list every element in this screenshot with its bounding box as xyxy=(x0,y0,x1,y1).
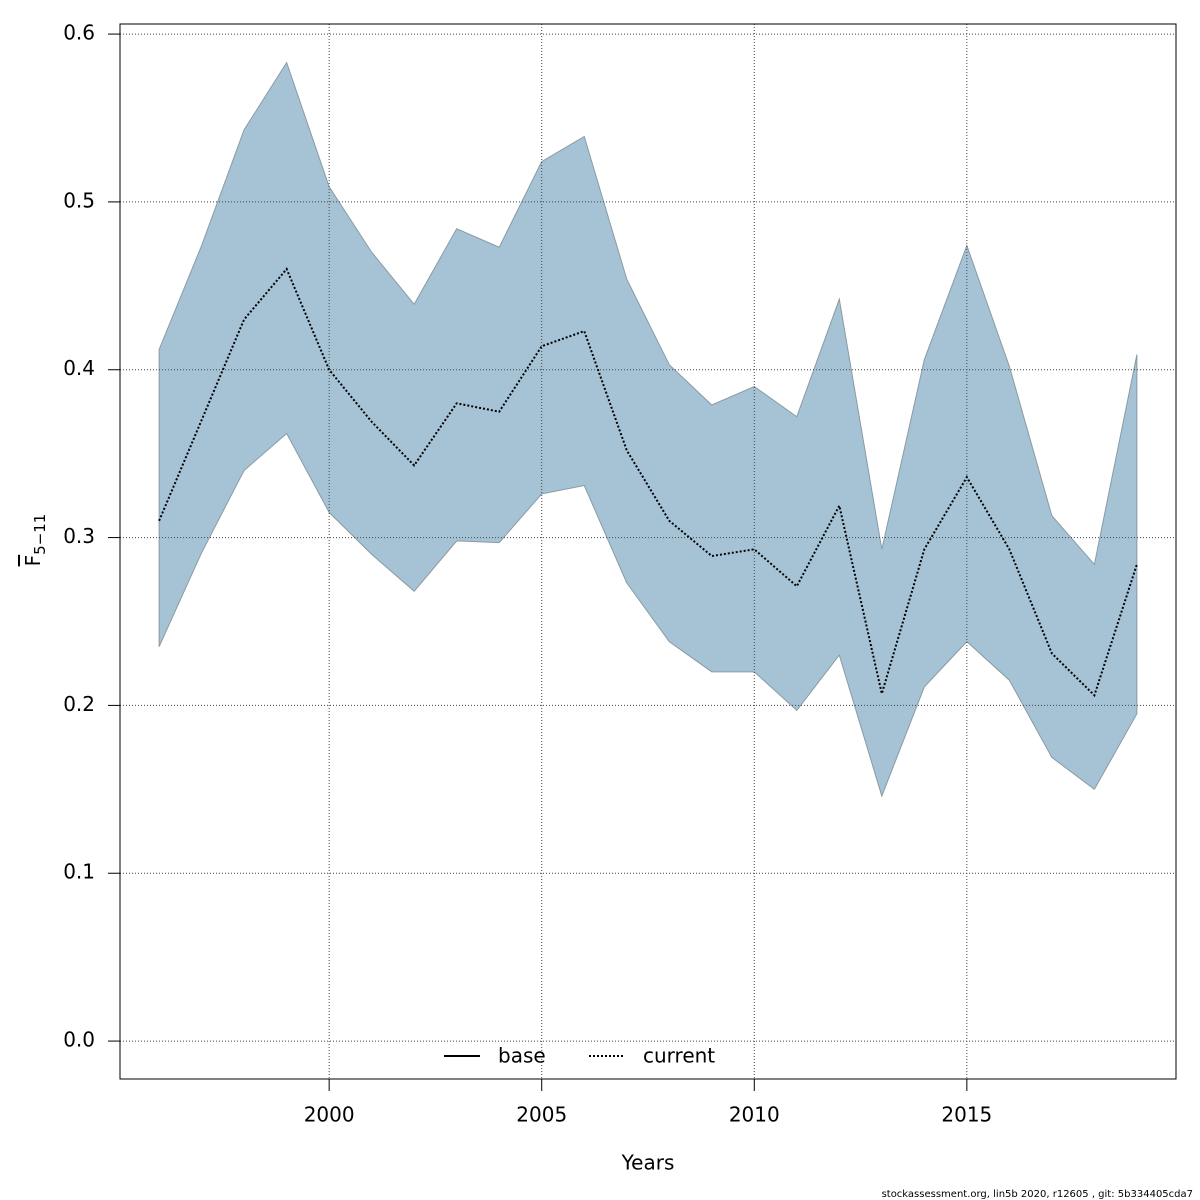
plot-frame xyxy=(119,23,1177,1080)
x-tick-label: 2005 xyxy=(516,1103,567,1127)
y-axis-label-group: F5−11 xyxy=(21,514,49,567)
x-tick-label: 2015 xyxy=(941,1103,992,1127)
y-tick-label: 0.6 xyxy=(63,21,95,45)
legend-label: current xyxy=(643,1044,715,1068)
y-tick-label: 0.2 xyxy=(63,692,95,716)
x-tick-label: 2010 xyxy=(729,1103,780,1127)
y-tick-label: 0.3 xyxy=(63,524,95,548)
footer: stockassessment.org, lin5b 2020, r12605 … xyxy=(882,1189,1193,1200)
x-axis-label: Years xyxy=(621,1151,675,1175)
y-tick-label: 0.5 xyxy=(63,188,95,212)
legend-label: base xyxy=(498,1044,546,1068)
y-tick-label: 0.0 xyxy=(63,1028,95,1052)
y-label-main: F xyxy=(21,555,45,567)
x-tick-label: 2000 xyxy=(304,1103,355,1127)
y-axis-label: F5−11 xyxy=(21,514,49,567)
y-label-sub: 5−11 xyxy=(31,514,49,555)
y-tick-label: 0.4 xyxy=(63,356,95,380)
y-tick-label: 0.1 xyxy=(63,860,95,884)
confidence-band xyxy=(158,61,1138,798)
